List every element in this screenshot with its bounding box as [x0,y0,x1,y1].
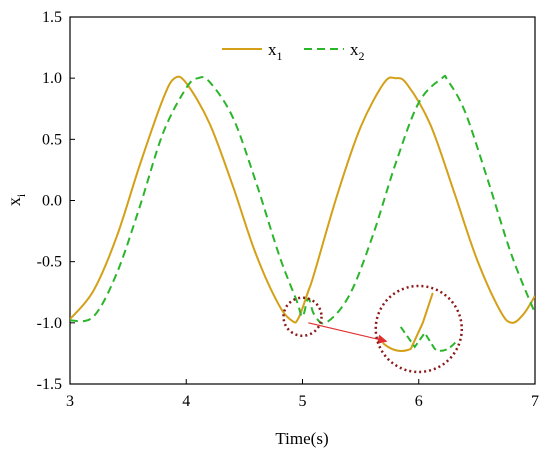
series-group [70,74,535,325]
series-line-x1 [70,75,535,324]
y-axis-ticks: 1.5 1.0 0.5 0.0 -0.5 -1.0 -1.5 [37,9,75,393]
legend: x1 x2 [222,40,365,63]
y-tick-label: -1.5 [37,376,62,393]
zoom-detail-circle [374,284,463,374]
zoom-detail-x1 [382,292,434,352]
y-tick-label: -0.5 [37,254,62,271]
x-axis-label: Time(s) [275,429,328,448]
x-tick-label: 3 [66,393,74,410]
x-tick-label: 6 [415,393,423,410]
y-tick-label: 0.5 [42,131,62,148]
zoom-detail-x2 [399,326,458,352]
x-axis-ticks: 3 4 5 6 7 [66,379,539,410]
y-tick-label: 0.0 [42,193,62,210]
y-axis-label: xi [4,193,28,206]
y-axis-label-sub: i [14,193,28,197]
legend-label-x1: x1 [268,40,283,63]
x-tick-label: 5 [299,393,307,410]
plot-frame [69,16,536,385]
y-tick-label: 1.5 [42,9,62,26]
y-tick-label: 1.0 [42,70,62,87]
svg-text:xi: xi [4,193,28,206]
zoom-arrow [308,322,388,344]
y-tick-label: -1.0 [37,315,62,332]
annotations [282,284,463,374]
zoom-source-circle [282,296,323,337]
series-line-x2 [70,74,535,325]
legend-label-x2: x2 [350,40,365,63]
x-tick-label: 7 [531,393,539,410]
x-tick-label: 4 [182,393,190,410]
y-axis-label-main: x [4,197,24,206]
